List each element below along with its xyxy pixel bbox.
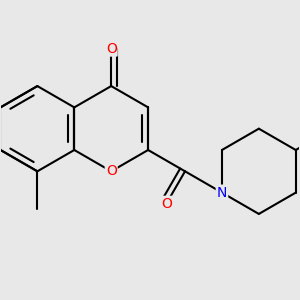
Text: O: O — [161, 197, 172, 211]
Text: O: O — [106, 164, 117, 178]
Text: O: O — [106, 42, 117, 56]
Text: N: N — [217, 186, 227, 200]
